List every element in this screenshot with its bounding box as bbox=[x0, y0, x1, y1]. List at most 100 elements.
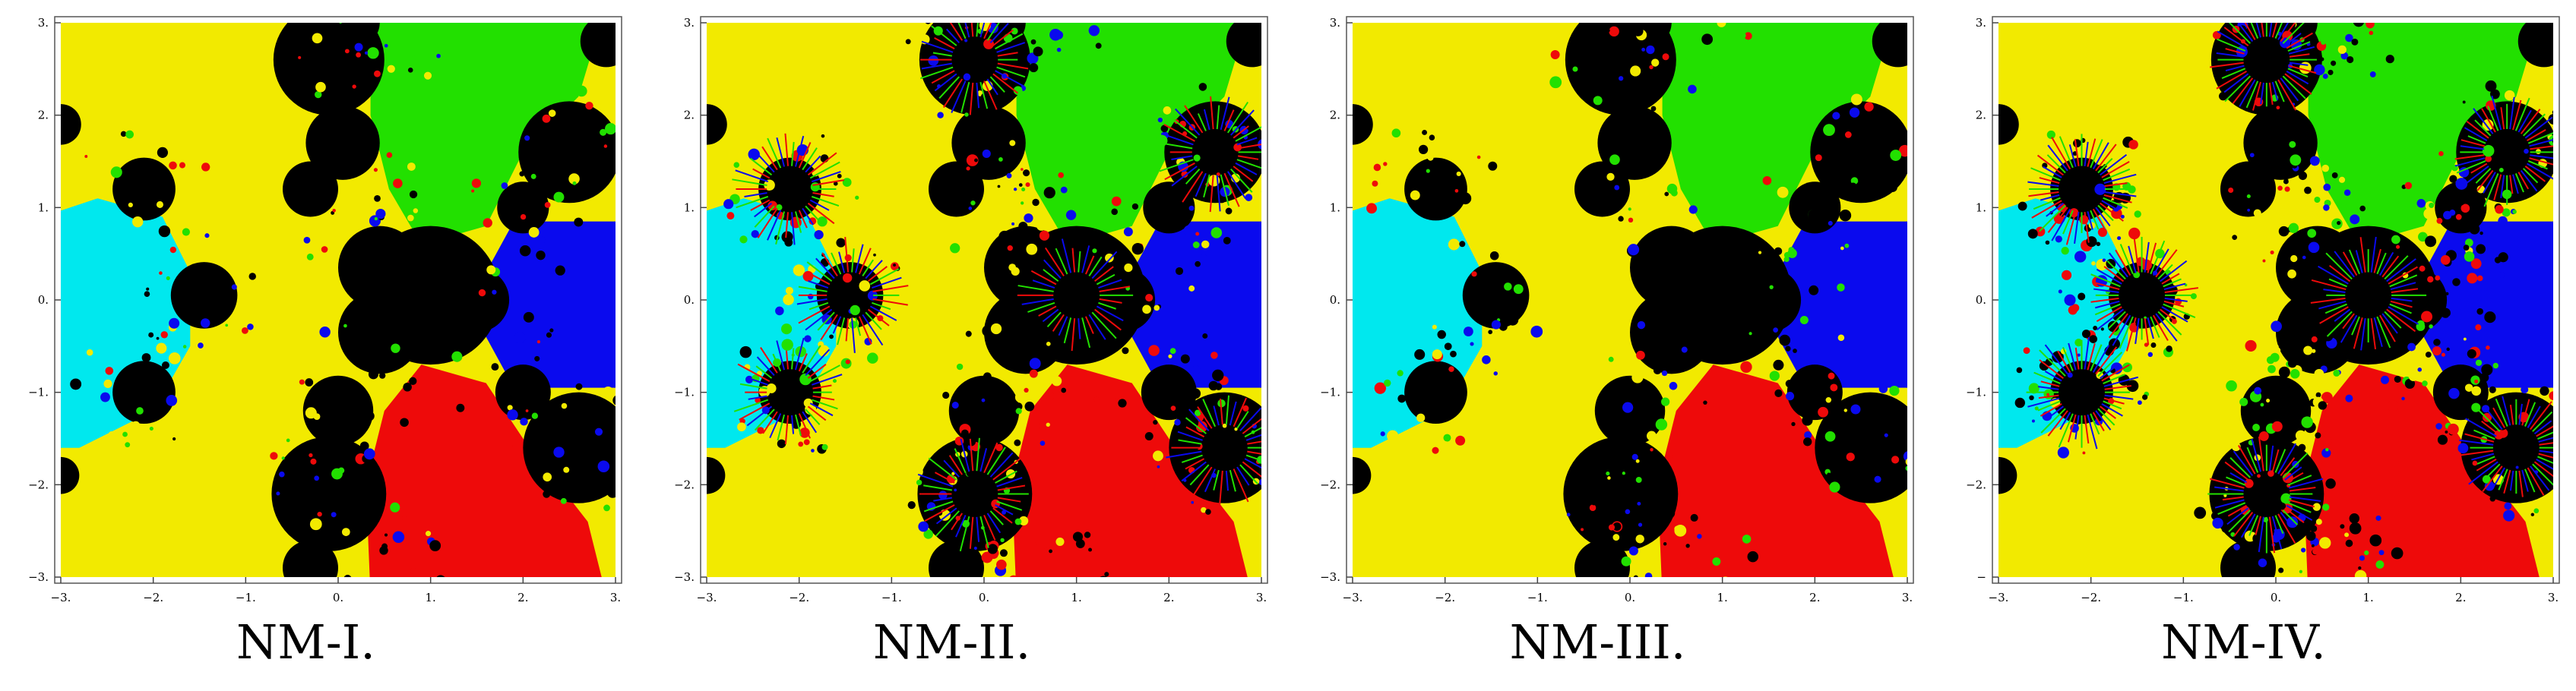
fractal-speckle bbox=[86, 349, 93, 356]
fractal-ray bbox=[2288, 46, 2315, 55]
fractal-speckle bbox=[1498, 322, 1508, 331]
fractal-ray bbox=[2152, 248, 2169, 276]
fractal-speckle bbox=[1488, 330, 1493, 335]
fractal-ray bbox=[2228, 23, 2252, 44]
fractal-speckle bbox=[393, 178, 403, 188]
fractal-speckle bbox=[201, 162, 210, 172]
fractal-ray bbox=[2164, 297, 2188, 302]
fractal-speckle bbox=[2452, 278, 2460, 286]
fractal-speckle bbox=[603, 144, 608, 148]
fractal-speckle bbox=[100, 392, 110, 402]
fractal-speckle bbox=[2475, 324, 2482, 331]
fractal-speckle bbox=[568, 173, 580, 185]
fractal-speckle bbox=[2223, 494, 2227, 497]
fractal-ray bbox=[2282, 452, 2309, 478]
fractal-ray bbox=[798, 210, 808, 229]
fractal-speckle bbox=[2369, 525, 2379, 535]
fractal-speckle bbox=[1105, 253, 1114, 263]
fractal-ray bbox=[979, 23, 986, 38]
fractal-ray bbox=[2210, 62, 2244, 68]
fractal-speckle bbox=[1223, 236, 1231, 245]
fractal-ray bbox=[995, 33, 1024, 50]
panel-caption: NM-I. bbox=[236, 614, 375, 670]
fractal-speckle bbox=[160, 331, 168, 339]
fractal-speckle bbox=[1011, 27, 1018, 35]
fractal-ray bbox=[809, 301, 829, 311]
fractal-ray bbox=[2529, 138, 2553, 147]
fractal-speckle bbox=[793, 264, 805, 276]
fractal-speckle bbox=[803, 398, 813, 408]
fractal-ray bbox=[2027, 181, 2059, 188]
fractal-speckle bbox=[549, 328, 554, 333]
fractal-speckle bbox=[281, 456, 285, 460]
fractal-speckle bbox=[352, 84, 356, 89]
y-tick-label: 1. bbox=[1330, 200, 1340, 214]
fractal-speckle bbox=[966, 154, 979, 166]
fractal-ray bbox=[983, 442, 998, 474]
fractal-speckle bbox=[2380, 375, 2390, 384]
fractal-speckle bbox=[1210, 352, 1218, 359]
fractal-speckle bbox=[1850, 404, 1861, 415]
fractal-ray bbox=[2353, 317, 2363, 349]
fractal-speckle bbox=[2469, 223, 2480, 235]
fractal-speckle bbox=[1832, 112, 1840, 120]
fractal-speckle bbox=[1593, 96, 1603, 106]
fractal-speckle bbox=[1710, 67, 1722, 79]
fractal-ray bbox=[2067, 414, 2077, 443]
fractal-ray bbox=[2101, 160, 2130, 178]
fractal-ray bbox=[2087, 138, 2097, 167]
basin-plot: −3. −2. −1. 0. 1. 2. 3.−3.−2.−1.0.1.2.3. bbox=[28, 16, 622, 604]
fractal-ray bbox=[2223, 27, 2249, 46]
x-tick-label: 0. bbox=[979, 591, 989, 604]
fractal-ray bbox=[2530, 145, 2553, 150]
fractal-speckle bbox=[737, 422, 746, 432]
fractal-speckle bbox=[161, 361, 169, 370]
fractal-speckle bbox=[1804, 431, 1812, 439]
fractal-speckle bbox=[1029, 63, 1039, 73]
fractal-speckle bbox=[1787, 248, 1797, 258]
fractal-ray bbox=[2348, 249, 2360, 275]
fractal-ray bbox=[1181, 461, 1207, 482]
fractal-speckle bbox=[951, 472, 955, 475]
fractal-speckle bbox=[1785, 346, 1791, 352]
fractal-speckle bbox=[146, 287, 150, 291]
fractal-ray bbox=[997, 52, 1018, 57]
fractal-speckle bbox=[873, 253, 876, 257]
fractal-speckle bbox=[1905, 458, 1907, 465]
fractal-ray bbox=[928, 457, 957, 481]
fractal-ray bbox=[798, 305, 831, 324]
fractal-ray bbox=[2258, 516, 2264, 553]
fractal-ray bbox=[2161, 273, 2180, 285]
fractal-speckle bbox=[331, 468, 343, 480]
fractal-ray bbox=[931, 70, 955, 84]
fractal-ray bbox=[2512, 99, 2522, 131]
fractal-ray bbox=[807, 405, 827, 421]
fractal-speckle bbox=[1380, 431, 1385, 437]
fractal-speckle bbox=[2267, 470, 2274, 477]
y-tick-label: 3. bbox=[38, 16, 49, 30]
fractal-ray bbox=[807, 202, 835, 225]
fractal-ray bbox=[757, 207, 778, 238]
fractal-ray bbox=[802, 207, 815, 226]
fractal-speckle bbox=[2321, 435, 2332, 446]
fractal-speckle bbox=[2321, 448, 2331, 458]
fractal-speckle bbox=[2457, 443, 2469, 454]
fractal-speckle bbox=[298, 55, 302, 59]
fractal-speckle bbox=[305, 378, 314, 387]
fractal-ray bbox=[2038, 386, 2059, 390]
fractal-speckle bbox=[954, 488, 957, 492]
fractal-speckle bbox=[1823, 124, 1835, 137]
fractal-speckle bbox=[1131, 243, 1144, 255]
fractal-ray bbox=[2500, 175, 2505, 199]
fractal-ray bbox=[1203, 109, 1210, 131]
fractal-speckle bbox=[1043, 187, 1055, 199]
fractal-ray bbox=[2287, 475, 2312, 486]
fractal-ray bbox=[2530, 401, 2552, 431]
fractal-ray bbox=[2046, 154, 2066, 174]
fractal-speckle bbox=[359, 510, 368, 519]
fractal-speckle bbox=[1443, 434, 1451, 442]
fractal-speckle bbox=[1210, 405, 1214, 409]
fractal-ray bbox=[2537, 431, 2553, 440]
fractal-speckle bbox=[1844, 243, 1850, 248]
x-tick-label: 0. bbox=[333, 591, 343, 604]
